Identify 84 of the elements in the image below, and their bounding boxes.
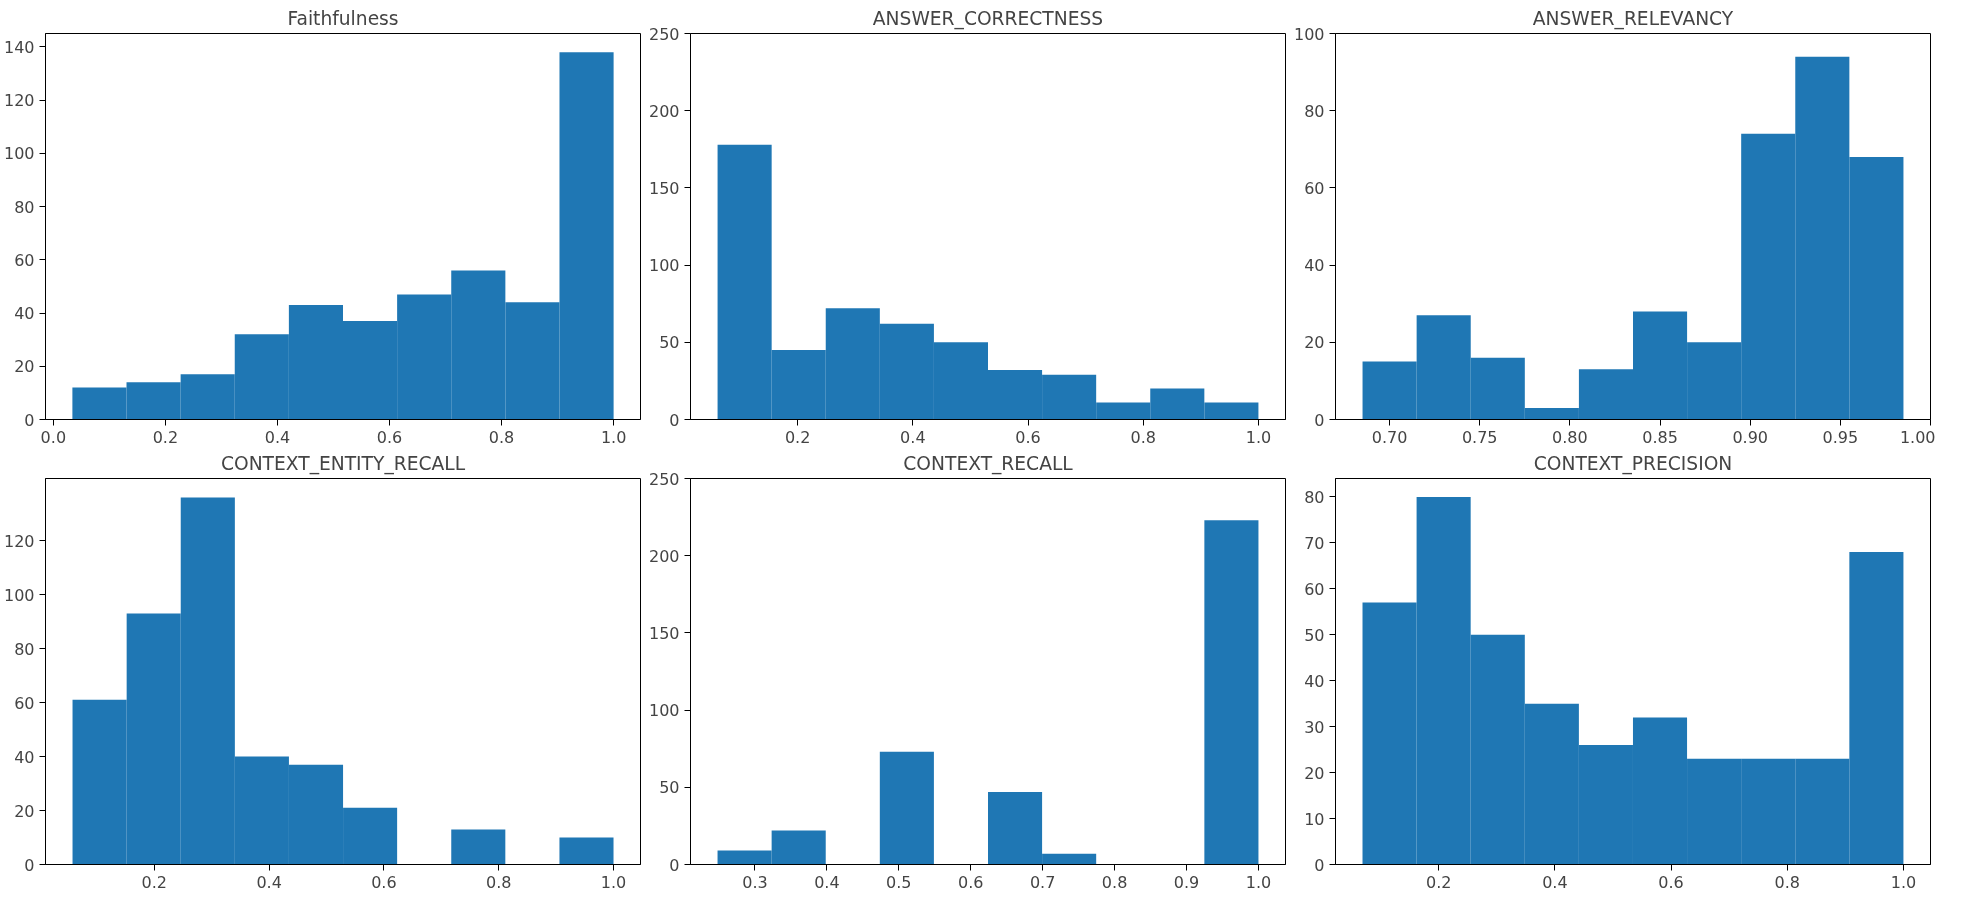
x-tick-label: 1.0 [1245,872,1272,892]
y-tick-label: 50 [659,333,680,353]
y-tick-label: 80 [1304,101,1325,121]
y-tick-label: 0 [669,410,680,430]
y-tick-label: 80 [14,639,35,659]
y-tick-label: 0 [1314,855,1325,875]
x-tick-label: 0.4 [256,872,282,892]
x-tick-label: 0.9 [1173,872,1200,892]
y-tick-label: 200 [648,101,680,121]
y-tick-label: 100 [648,701,680,721]
y-tick-label: 50 [659,778,680,798]
y-tick-label: 40 [1304,256,1325,276]
y-tick-label: 100 [648,256,680,276]
x-tick-label: 0.8 [488,427,515,447]
x-tick-label: 0.6 [1015,427,1041,447]
x-tick-label: 0.3 [742,872,768,892]
x-tick-label: 0.8 [1101,872,1128,892]
x-tick-label: 0.2 [784,427,811,447]
y-tick-label: 80 [1304,487,1325,507]
x-tick-label: 0.4 [814,872,840,892]
y-tick-label: 30 [1304,717,1325,737]
y-tick-label: 60 [14,250,35,270]
x-tick-label: 0.95 [1822,427,1859,447]
y-tick-label: 200 [648,546,680,566]
y-tick-label: 60 [1304,579,1325,599]
y-tick-label: 60 [14,693,35,713]
x-tick-label: 0.6 [371,872,397,892]
y-tick-label: 120 [3,531,35,551]
y-tick-label: 50 [1304,625,1325,645]
x-tick-label: 0.4 [264,427,291,447]
y-tick-label: 20 [14,801,35,821]
x-tick-label: 0.0 [40,427,67,447]
y-tick-label: 40 [1304,671,1325,691]
x-tick-label: 0.2 [1426,872,1452,892]
y-tick-label: 80 [14,197,35,217]
y-tick-label: 120 [3,91,35,111]
y-tick-label: 140 [3,37,35,57]
y-tick-label: 0 [24,410,35,430]
y-tick-label: 20 [1304,333,1325,353]
x-tick-label: 1.0 [600,427,627,447]
x-tick-label: 0.8 [486,872,512,892]
x-tick-label: 0.6 [1658,872,1684,892]
x-tick-label: 1.00 [1899,427,1936,447]
x-tick-label: 0.80 [1552,427,1588,447]
chart-title: Faithfulness [287,7,399,29]
y-tick-label: 100 [3,585,35,605]
x-tick-label: 0.70 [1371,427,1408,447]
x-tick-label: 0.2 [152,427,179,447]
y-tick-label: 0 [669,855,680,875]
x-tick-label: 0.6 [376,427,403,447]
x-tick-label: 1.0 [600,872,627,892]
y-tick-label: 0 [1314,410,1325,430]
y-tick-label: 40 [14,747,35,767]
x-tick-label: 0.8 [1130,427,1156,447]
x-tick-label: 0.6 [958,872,984,892]
x-tick-label: 0.7 [1029,872,1056,892]
y-tick-label: 40 [14,304,35,324]
chart-title: CONTEXT_ENTITY_RECALL [220,452,466,475]
y-tick-label: 250 [648,24,680,44]
x-tick-label: 0.8 [1774,872,1800,892]
x-tick-label: 1.0 [1890,872,1917,892]
chart-title: ANSWER_RELEVANCY [1532,7,1734,30]
y-tick-label: 60 [1304,178,1325,198]
x-tick-label: 0.75 [1461,427,1498,447]
x-tick-label: 0.85 [1642,427,1678,447]
y-tick-label: 20 [14,357,35,377]
y-tick-label: 250 [648,469,680,489]
y-tick-label: 100 [1293,24,1325,44]
chart-title: ANSWER_CORRECTNESS [872,7,1104,30]
y-tick-label: 150 [648,178,680,198]
chart-title: CONTEXT_RECALL [903,452,1074,475]
x-tick-label: 0.4 [900,427,926,447]
x-tick-label: 0.2 [141,872,168,892]
y-tick-label: 70 [1304,533,1325,553]
x-tick-label: 1.0 [1245,427,1272,447]
y-tick-label: 10 [1304,809,1325,829]
y-tick-label: 100 [3,144,35,164]
x-tick-label: 0.90 [1732,427,1769,447]
y-tick-label: 150 [648,623,680,643]
chart-title: CONTEXT_PRECISION [1533,452,1733,475]
y-tick-label: 0 [24,855,35,875]
x-tick-label: 0.5 [886,872,912,892]
x-tick-label: 0.4 [1542,872,1568,892]
y-tick-label: 20 [1304,763,1325,783]
